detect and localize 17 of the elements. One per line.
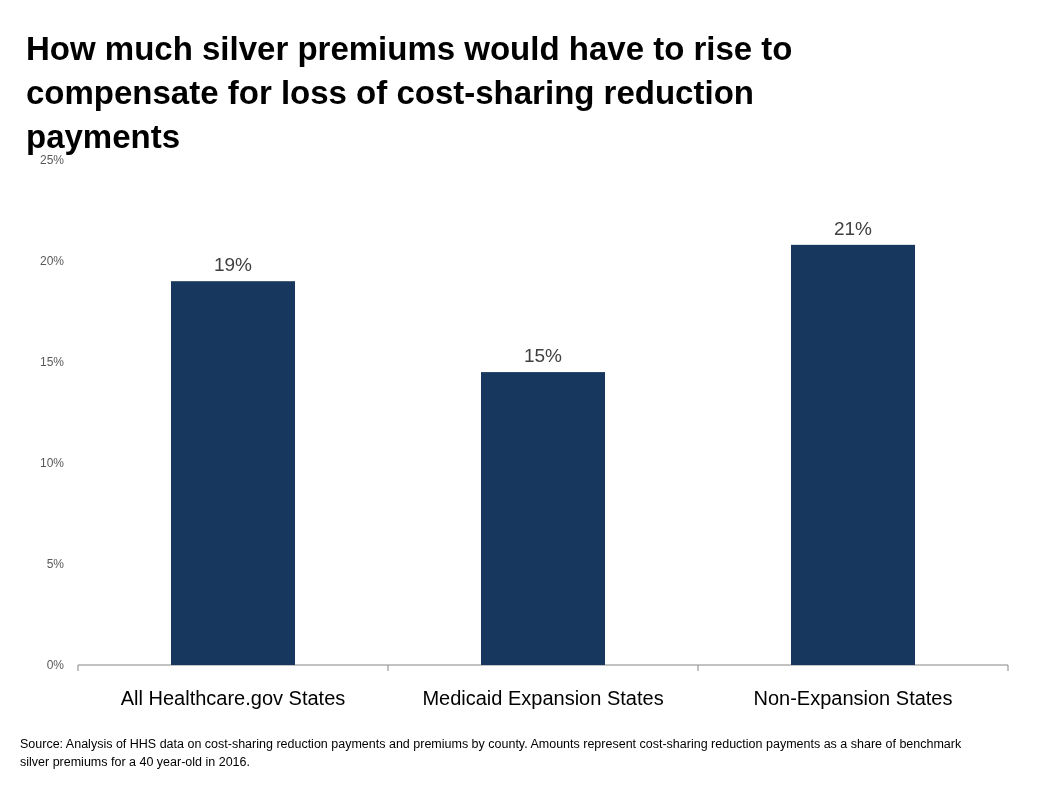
y-tick-label: 15%: [39, 355, 65, 369]
y-tick-label: 5%: [46, 557, 65, 571]
data-label: 19%: [213, 254, 253, 276]
x-tick-label: Medicaid Expansion States: [422, 687, 664, 709]
y-tick-label: 0%: [46, 658, 65, 672]
y-tick-label: 25%: [39, 153, 65, 167]
y-tick-label: 10%: [39, 456, 65, 470]
x-tick-label: All Healthcare.gov States: [120, 687, 346, 709]
data-label: 21%: [833, 217, 873, 239]
data-label: 15%: [523, 345, 563, 367]
bar: [791, 244, 915, 665]
chart-title: How much silver premiums would have to rise to compensate for loss of cost-sharing reduction payments: [26, 30, 793, 155]
x-tick-label: Non-Expansion States: [753, 687, 953, 709]
source-note: Source: Analysis of HHS data on cost-sharing reduction payments and premiums by county. Amounts represent cost-sharing reduction payments as a share of benchmark silver premiums for a 40 year-old in 2016.: [20, 737, 962, 769]
y-tick-label: 20%: [39, 254, 65, 268]
bar: [171, 281, 295, 665]
bar: [481, 372, 605, 665]
